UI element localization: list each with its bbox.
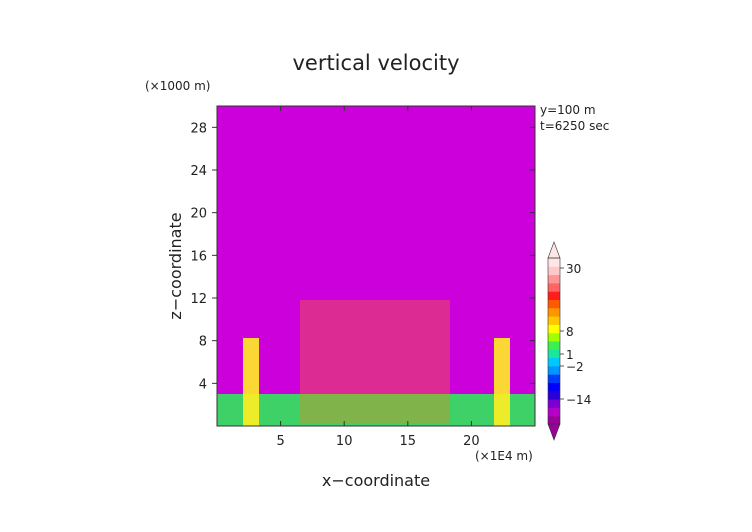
annotation-t: t=6250 sec: [540, 119, 609, 133]
colorbar-frame: [547, 257, 561, 425]
colorbar-labels: 30 8 1−2 −14: [560, 262, 591, 407]
colorbar-label: 1: [566, 348, 574, 362]
y-axis: 4 8 12 16 20 24 28: [190, 121, 535, 392]
colorbar-top-arrow: [547, 241, 561, 259]
y-tick-label: 12: [190, 292, 207, 307]
colorbar-segment: [548, 365, 560, 375]
colorbar-label: −2: [566, 360, 584, 374]
x-axis: 5 10 15 20: [276, 106, 480, 449]
colorbar-segment: [548, 274, 560, 284]
x-axis-label: x−coordinate: [322, 471, 430, 490]
y-tick-label: 24: [190, 164, 207, 179]
colorbar-segment: [548, 374, 560, 383]
colorbar-segment: [548, 341, 560, 350]
colorbar: [547, 241, 561, 441]
colorbar-segment: [548, 415, 560, 425]
colorbar-segment: [548, 266, 560, 276]
colorbar-segment: [548, 332, 560, 342]
colorbar-segment: [548, 316, 560, 325]
colorbar-segment: [548, 357, 560, 367]
x-tick-label: 5: [276, 434, 284, 449]
x-tick-label: 15: [400, 434, 417, 449]
colorbar-segment: [548, 299, 560, 309]
y-tick-label: 28: [190, 121, 207, 136]
velocity-field: [217, 106, 535, 426]
colorbar-segment: [548, 349, 560, 359]
colorbar-segment: [548, 390, 560, 400]
colorbar-segment: [548, 407, 560, 417]
y-tick-label: 16: [190, 249, 207, 264]
colorbar-segment: [548, 258, 560, 267]
colorbar-segment: [548, 399, 560, 408]
x-unit: (×1E4 m): [475, 449, 533, 463]
colorbar-segment: [548, 291, 560, 300]
plot-frame: [216, 105, 536, 427]
y-tick-label: 4: [199, 377, 207, 392]
colorbar-segment: [548, 307, 560, 317]
y-axis-label: z−coordinate: [166, 212, 185, 319]
x-tick-label: 20: [463, 434, 480, 449]
annotation-y: y=100 m: [540, 103, 596, 117]
colorbar-segment: [548, 382, 560, 392]
y-tick-label: 20: [190, 207, 207, 222]
colorbar-segment: [548, 282, 560, 292]
colorbar-bottom-arrow: [547, 423, 561, 441]
x-tick-label: 10: [336, 434, 353, 449]
colorbar-segment: [548, 324, 560, 334]
y-unit: (×1000 m): [145, 79, 210, 93]
y-tick-label: 8: [199, 335, 207, 350]
colorbar-label: 8: [566, 325, 574, 339]
colorbar-label: 30: [566, 262, 581, 276]
colorbar-label: −14: [566, 393, 591, 407]
chart-title: vertical velocity: [292, 51, 459, 75]
